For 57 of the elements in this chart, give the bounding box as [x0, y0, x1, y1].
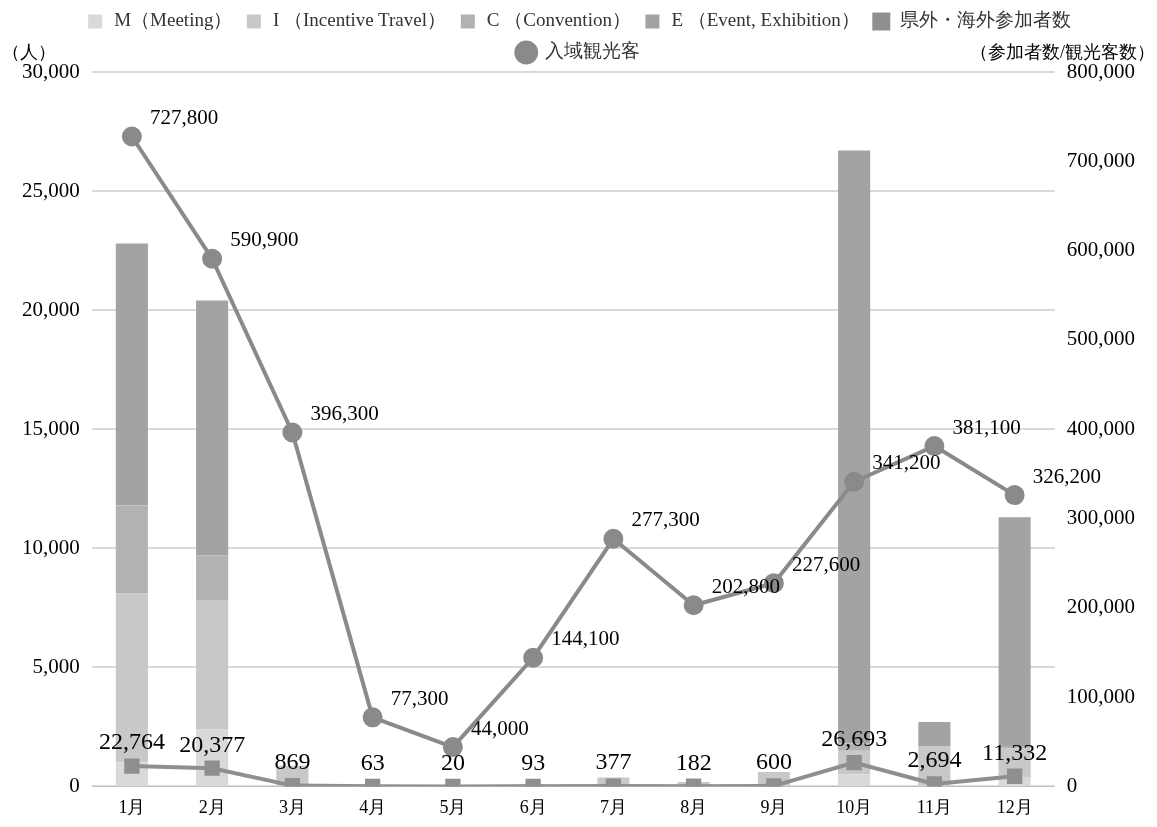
y-tick-label: 15,000 [22, 415, 80, 440]
y2-tick-label: 700,000 [1066, 147, 1135, 172]
y-tick-label: 0 [69, 772, 80, 797]
x-tick-label: 6月 [519, 796, 547, 817]
x-tick-label: 12月 [996, 796, 1033, 817]
x-tick-label: 10月 [836, 796, 873, 817]
data-label: 381,100 [952, 414, 1021, 439]
x-tick-label: 7月 [599, 796, 627, 817]
x-tick-label: 2月 [198, 796, 226, 817]
data-label: 227,600 [791, 551, 861, 576]
y2-tick-label: 0 [1066, 772, 1078, 797]
data-label: 44,000 [470, 715, 529, 740]
data-label: 20,377 [179, 730, 246, 757]
legend-label: M（Meeting） [114, 9, 233, 31]
x-tick-label: 4月 [359, 796, 387, 817]
y2-tick-label: 500,000 [1066, 326, 1135, 351]
y2-tick-label: 400,000 [1066, 415, 1135, 440]
data-label: 77,300 [390, 685, 449, 710]
data-label: 396,300 [310, 401, 379, 426]
y2-tick-label: 200,000 [1066, 594, 1135, 619]
data-label: 22,764 [98, 728, 165, 755]
y-tick-label: 25,000 [22, 177, 80, 202]
legend-label: 入域観光客 [545, 40, 641, 62]
x-tick-label: 8月 [680, 796, 708, 817]
data-label: 63 [360, 748, 385, 775]
x-tick-label: 9月 [760, 796, 788, 817]
x-tick-label: 5月 [439, 796, 467, 817]
x-tick-label: 1月 [118, 796, 146, 817]
legend-label: I （Incentive Travel） [272, 9, 446, 31]
data-label: 600 [755, 748, 792, 775]
y-tick-label: 20,000 [22, 296, 80, 321]
y-tick-label: 10,000 [22, 534, 80, 559]
y2-tick-label: 300,000 [1066, 505, 1135, 530]
y-axis-title: （人） [2, 41, 56, 62]
y2-tick-label: 600,000 [1066, 237, 1135, 262]
data-label: 590,900 [230, 227, 299, 252]
data-label: 26,693 [821, 724, 888, 751]
data-label: 182 [675, 748, 712, 775]
data-label: 20 [440, 748, 465, 775]
y-tick-label: 5,000 [32, 653, 80, 678]
x-tick-label: 11月 [916, 796, 953, 817]
data-label: 869 [274, 747, 311, 774]
legend-label: C （Convention） [486, 9, 631, 31]
data-label: 2,694 [907, 746, 962, 773]
data-label: 326,200 [1032, 463, 1101, 488]
data-label: 144,100 [551, 626, 620, 651]
data-label: 202,800 [711, 573, 780, 598]
y2-tick-label: 100,000 [1066, 683, 1135, 708]
data-label: 93 [521, 748, 546, 775]
data-label: 277,300 [631, 507, 700, 532]
legend-label: E （Event, Exhibition） [671, 9, 860, 31]
data-label: 377 [595, 748, 632, 775]
x-tick-label: 3月 [278, 796, 306, 817]
data-label: 11,332 [982, 738, 1048, 765]
data-label: 341,200 [872, 450, 941, 475]
legend-label: 県外・海外参加者数 [900, 9, 1072, 31]
data-label: 727,800 [149, 104, 219, 129]
